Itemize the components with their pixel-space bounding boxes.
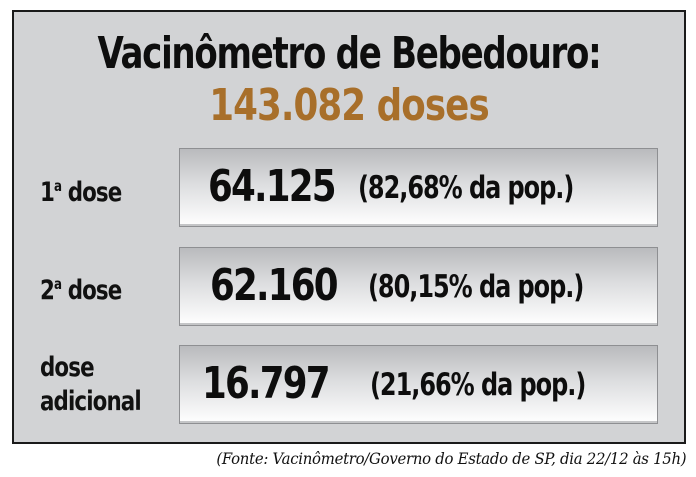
first-dose-count: 64.125: [208, 161, 336, 212]
first-dose-label-number: 1: [40, 177, 55, 208]
first-dose-percent: (82,68% da pop.): [358, 170, 574, 206]
second-dose-label-ordinal: a: [53, 275, 62, 293]
total-doses: 143.082 doses: [209, 80, 489, 131]
second-dose-label-number: 2: [40, 275, 55, 306]
vaccinometer-panel: Vacinômetro de Bebedouro: 143.082 doses …: [12, 10, 686, 444]
additional-dose-box: 16.797 (21,66% da pop.): [179, 345, 658, 424]
first-dose-label-ordinal: a: [53, 177, 62, 195]
second-dose-label-text: dose: [61, 275, 123, 306]
second-dose-percent: (80,15% da pop.): [368, 269, 584, 305]
additional-dose-label-line2: adicional: [40, 386, 142, 417]
source-note: (Fonte: Vacinômetro/Governo do Estado de…: [216, 449, 686, 468]
panel-title: Vacinômetro de Bebedouro:: [97, 28, 602, 79]
second-dose-box: 62.160 (80,15% da pop.): [179, 247, 658, 326]
second-dose-count: 62.160: [210, 260, 338, 311]
first-dose-box: 64.125 (82,68% da pop.): [179, 148, 658, 227]
first-dose-label-text: dose: [61, 177, 123, 208]
additional-dose-count: 16.797: [202, 358, 330, 409]
additional-dose-label-line1: dose: [40, 352, 95, 383]
first-dose-label: 1a dose: [40, 172, 123, 208]
additional-dose-percent: (21,66% da pop.): [370, 367, 586, 403]
additional-dose-label: dose adicional: [40, 352, 142, 417]
second-dose-label: 2a dose: [40, 270, 123, 306]
